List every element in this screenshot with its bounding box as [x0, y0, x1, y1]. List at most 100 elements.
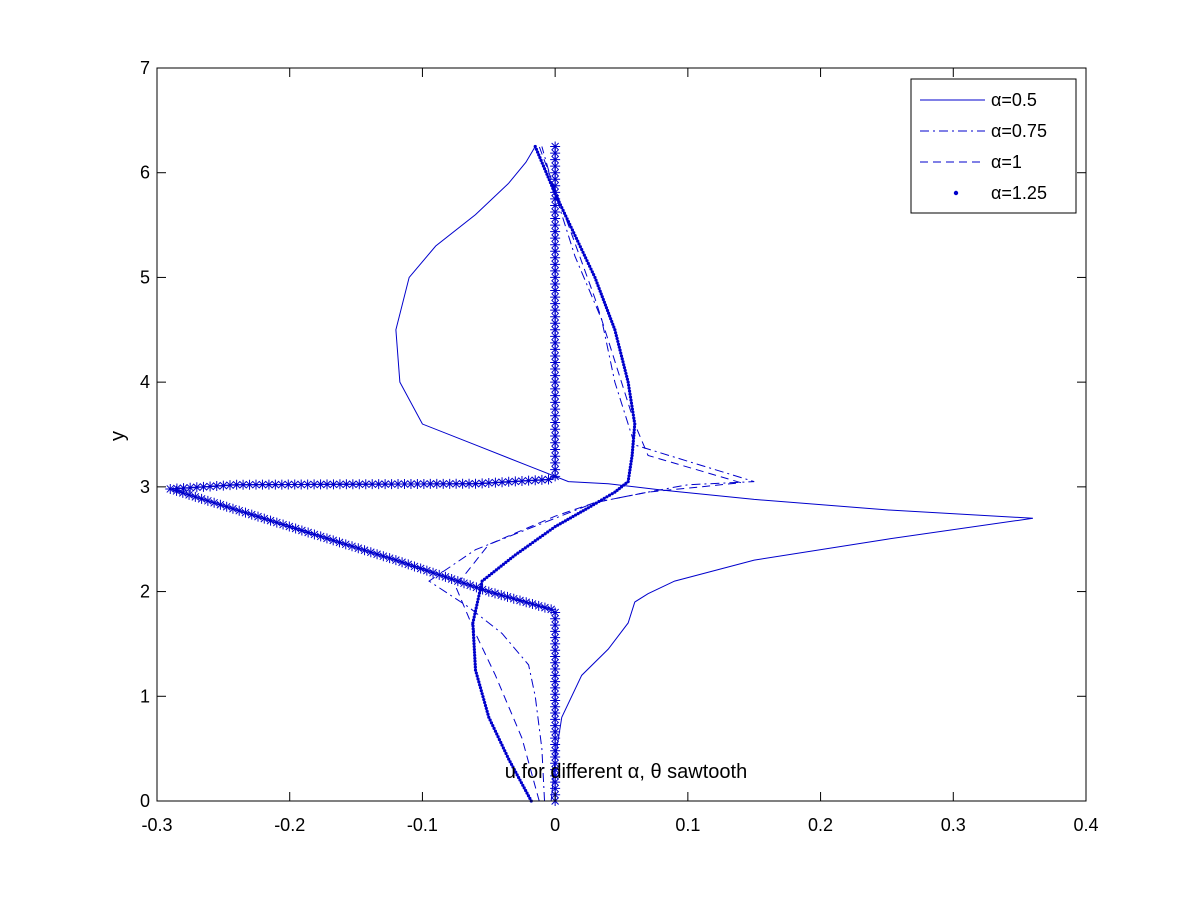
data-point — [556, 523, 560, 527]
data-point — [270, 479, 281, 490]
data-point — [496, 590, 507, 601]
data-point — [631, 413, 635, 417]
data-point — [502, 591, 513, 602]
data-point — [541, 533, 545, 538]
data-point — [614, 331, 618, 335]
data-point — [446, 574, 457, 585]
x-tick-label: -0.1 — [407, 815, 438, 835]
data-point — [259, 513, 270, 524]
data-point — [550, 670, 561, 681]
data-point — [397, 557, 408, 568]
data-point — [550, 471, 561, 482]
data-point — [533, 600, 544, 611]
data-point — [550, 272, 561, 283]
data-point — [598, 289, 602, 293]
data-point — [283, 479, 294, 490]
data-point — [543, 474, 554, 485]
data-point — [621, 360, 625, 364]
data-point — [471, 582, 482, 593]
data-point — [627, 474, 631, 478]
data-point — [592, 503, 596, 507]
data-point — [550, 651, 561, 662]
data-point — [428, 567, 439, 578]
data-point — [619, 354, 624, 358]
data-point — [484, 706, 488, 710]
data-point — [309, 529, 320, 540]
data-point — [431, 478, 442, 489]
data-point — [196, 493, 207, 504]
data-point — [302, 479, 313, 490]
data-point — [625, 374, 629, 378]
data-point — [227, 503, 238, 514]
x-tick-label: -0.2 — [274, 815, 305, 835]
data-point — [632, 416, 636, 420]
data-point — [471, 618, 476, 622]
data-point — [533, 144, 537, 149]
data-point — [585, 259, 589, 263]
data-point — [328, 479, 339, 490]
data-point — [576, 239, 580, 243]
data-point — [631, 439, 635, 443]
data-point — [483, 703, 488, 708]
data-point — [550, 357, 561, 368]
y-tick-label: 5 — [140, 267, 150, 287]
data-point — [440, 571, 451, 582]
data-point — [550, 682, 561, 693]
data-point — [550, 318, 561, 329]
data-point — [550, 246, 561, 257]
data-point — [477, 680, 481, 684]
data-point — [475, 603, 479, 607]
data-point — [617, 487, 621, 491]
data-point — [550, 213, 561, 224]
data-point — [347, 479, 358, 490]
data-point — [501, 746, 505, 750]
data-point — [550, 745, 561, 756]
data-point — [284, 521, 295, 532]
data-point — [477, 478, 488, 489]
data-point — [503, 476, 514, 487]
data-point — [538, 156, 542, 160]
data-point — [616, 339, 620, 344]
data-point — [367, 479, 378, 490]
data-point — [558, 522, 562, 526]
data-point — [608, 314, 612, 318]
data-point — [514, 595, 525, 606]
data-point — [473, 609, 478, 613]
data-point — [480, 692, 484, 696]
data-point — [546, 604, 557, 615]
data-point — [309, 479, 320, 490]
data-point — [511, 555, 515, 559]
data-point — [590, 270, 594, 274]
data-point — [550, 417, 561, 428]
data-point — [632, 433, 636, 438]
data-point — [492, 570, 496, 574]
data-point — [573, 233, 577, 238]
data-point — [471, 624, 475, 628]
data-point — [490, 572, 494, 576]
data-point — [550, 632, 561, 643]
data-point — [599, 498, 604, 502]
data-point — [630, 407, 635, 411]
data-point — [630, 450, 634, 455]
x-tick-label: 0.2 — [808, 815, 833, 835]
y-axis-label: y — [107, 431, 129, 441]
data-point — [597, 499, 601, 504]
data-point — [550, 161, 561, 172]
data-point — [550, 657, 561, 668]
data-point — [550, 430, 561, 441]
data-point — [595, 281, 599, 285]
data-point — [474, 671, 478, 675]
data-point — [550, 764, 561, 775]
data-point — [372, 549, 383, 560]
data-point — [521, 783, 525, 787]
data-point — [539, 158, 543, 162]
data-point — [605, 308, 610, 313]
data-point — [550, 726, 561, 737]
data-point — [550, 777, 561, 788]
data-point — [473, 662, 477, 666]
data-point — [487, 715, 491, 719]
data-point — [632, 430, 636, 435]
data-point — [550, 664, 561, 675]
data-point — [477, 584, 488, 595]
